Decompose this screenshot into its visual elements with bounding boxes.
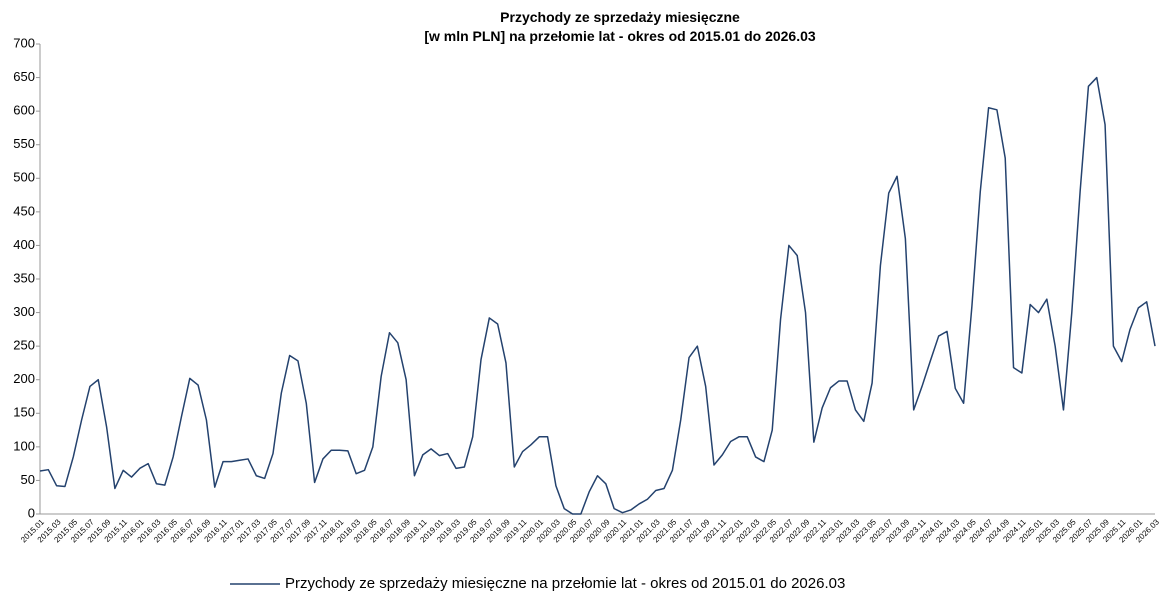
- y-tick-label: 650: [13, 69, 35, 84]
- y-tick-label: 300: [13, 304, 35, 319]
- y-tick-label: 550: [13, 136, 35, 151]
- y-tick-label: 700: [13, 35, 35, 50]
- y-tick-label: 100: [13, 438, 35, 453]
- y-tick-label: 350: [13, 270, 35, 285]
- y-tick-label: 0: [28, 505, 35, 520]
- y-tick-label: 200: [13, 371, 35, 386]
- y-tick-label: 150: [13, 405, 35, 420]
- y-tick-label: 50: [21, 472, 35, 487]
- y-tick-label: 250: [13, 338, 35, 353]
- chart-title: Przychody ze sprzedaży miesięczne: [500, 9, 740, 25]
- y-tick-label: 500: [13, 170, 35, 185]
- y-tick-label: 450: [13, 203, 35, 218]
- y-tick-label: 400: [13, 237, 35, 252]
- data-line: [39, 76, 1156, 515]
- chart-title: [w mln PLN] na przełomie lat - okres od …: [424, 28, 816, 44]
- y-tick-label: 600: [13, 103, 35, 118]
- legend-label: Przychody ze sprzedaży miesięczne na prz…: [285, 575, 845, 592]
